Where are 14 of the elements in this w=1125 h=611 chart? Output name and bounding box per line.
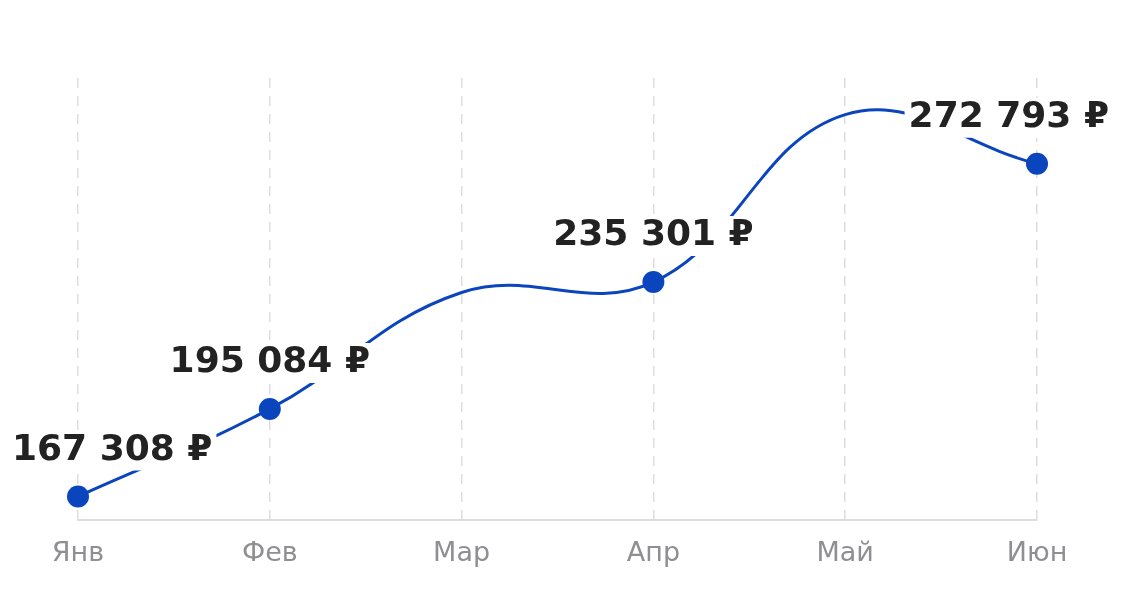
point (258, 397, 281, 420)
x-tick-label: Май (816, 535, 874, 567)
x-tick-label: Апр (626, 535, 681, 567)
point (642, 271, 665, 294)
x-tick-label: Фев (241, 535, 298, 567)
x-tick-label: Июн (1006, 535, 1068, 567)
x-tick-label: Мар (433, 535, 491, 567)
x-tick-label: Янв (51, 535, 105, 567)
data-label: 235 301 ₽ (553, 212, 754, 254)
point (1026, 152, 1048, 175)
data-label: 167 308 ₽ (11, 426, 213, 468)
point (67, 485, 89, 508)
data-label: 272 793 ₽ (908, 94, 1110, 136)
data-label: 195 084 ₽ (169, 339, 371, 381)
